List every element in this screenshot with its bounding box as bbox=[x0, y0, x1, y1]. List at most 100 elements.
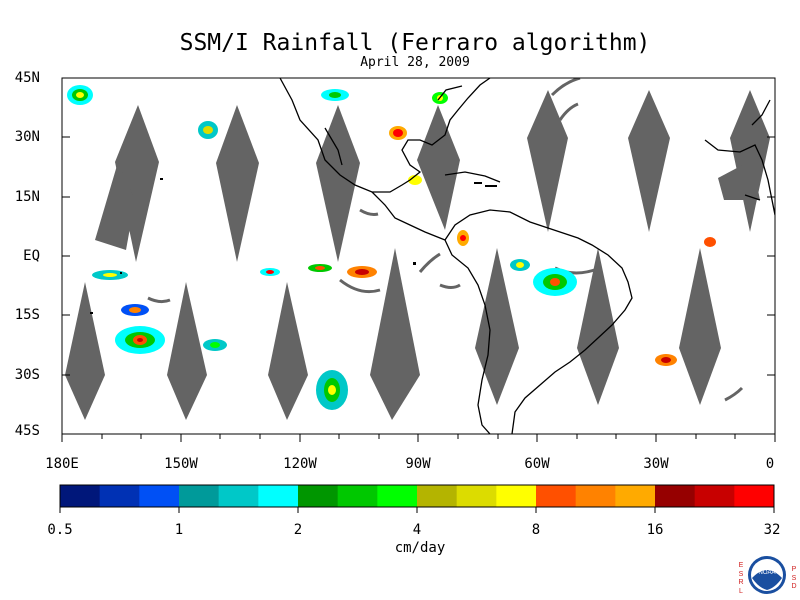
colorbar-label: 0.5 bbox=[47, 522, 73, 538]
colorbar-swatch bbox=[734, 485, 775, 507]
swath-gap bbox=[370, 248, 420, 420]
rain-patch bbox=[92, 270, 128, 280]
lat-label-30n: 30N bbox=[14, 129, 40, 145]
swath-gap bbox=[65, 282, 105, 420]
coastline bbox=[751, 99, 771, 126]
colorbar-swatch bbox=[575, 485, 616, 507]
logo-letter: D bbox=[791, 583, 797, 590]
rain-patch bbox=[198, 121, 218, 139]
islands bbox=[90, 178, 497, 314]
lat-ticks bbox=[62, 77, 775, 435]
colorbar-label: 32 bbox=[763, 522, 781, 538]
swath-edge bbox=[558, 102, 579, 121]
island bbox=[474, 182, 482, 184]
colorbar-swatch bbox=[179, 485, 220, 507]
logo-letter: P bbox=[791, 566, 797, 573]
rain-patch bbox=[408, 175, 422, 185]
rain-patch bbox=[121, 304, 149, 316]
rain-patch bbox=[457, 230, 469, 246]
swath-gap bbox=[268, 282, 308, 420]
coastline bbox=[371, 191, 446, 241]
swath-gap bbox=[628, 90, 670, 232]
island bbox=[413, 262, 416, 265]
colorbar-swatch bbox=[456, 485, 497, 507]
swath-gap bbox=[167, 282, 207, 420]
rain-patch bbox=[316, 370, 348, 410]
swath-edge bbox=[439, 283, 461, 289]
map-date: April 28, 2009 bbox=[360, 55, 470, 70]
colorbar-swatch bbox=[496, 485, 537, 507]
coastline bbox=[444, 209, 633, 434]
rain-patch bbox=[704, 237, 716, 247]
swath-edge bbox=[724, 386, 744, 402]
colorbar-label: 1 bbox=[174, 522, 184, 538]
noaa-logo: NOAA bbox=[748, 556, 786, 594]
lon-ticks bbox=[61, 434, 776, 442]
coastline bbox=[744, 194, 761, 201]
rain-patch bbox=[655, 354, 677, 366]
colorbar-swatch bbox=[615, 485, 656, 507]
logo-left-letters: E S R L bbox=[738, 562, 744, 596]
colorbar-swatch bbox=[99, 485, 140, 507]
colorbar-swatch bbox=[258, 485, 299, 507]
map-title: SSM/I Rainfall (Ferraro algorithm) bbox=[179, 30, 651, 56]
lat-label-45n: 45N bbox=[14, 70, 40, 86]
rain-patch bbox=[203, 339, 227, 351]
logo-text: NOAA bbox=[758, 570, 775, 576]
map-background bbox=[62, 78, 775, 434]
swath-edge bbox=[339, 278, 381, 294]
swath-gap bbox=[95, 162, 135, 250]
swath-gap bbox=[718, 160, 760, 200]
colorbar-swatch bbox=[139, 485, 180, 507]
lon-label-150w: 150W bbox=[164, 456, 198, 472]
rain-patch bbox=[260, 268, 280, 276]
logo-letter: S bbox=[738, 570, 744, 578]
rain-patch bbox=[67, 85, 93, 105]
lon-label-120w: 120W bbox=[283, 456, 317, 472]
coastline bbox=[437, 85, 463, 101]
lon-label-90w: 90W bbox=[405, 456, 431, 472]
swath-gap bbox=[730, 90, 770, 232]
colorbar-label: 4 bbox=[412, 522, 422, 538]
rain-patch bbox=[389, 126, 407, 140]
lat-label-eq: EQ bbox=[23, 248, 40, 264]
swath-gap bbox=[417, 105, 460, 230]
lon-label-30w: 30W bbox=[643, 456, 669, 472]
coastline bbox=[324, 127, 343, 166]
colorbar-swatch bbox=[694, 485, 735, 507]
coastlines bbox=[279, 78, 775, 434]
lon-label-0: 0 bbox=[765, 456, 775, 472]
swath-gap bbox=[679, 248, 721, 405]
swath-gap bbox=[216, 105, 259, 262]
colorbar bbox=[59, 484, 775, 513]
swath-gap bbox=[577, 248, 619, 405]
logo-letter: R bbox=[738, 579, 744, 586]
rain-patch bbox=[533, 268, 577, 296]
lat-label-15s: 15S bbox=[14, 307, 40, 323]
rain-patch bbox=[308, 264, 332, 272]
swath-gap bbox=[316, 105, 360, 262]
swath-edge bbox=[418, 252, 441, 273]
logo-right-letters: P S D bbox=[791, 566, 797, 592]
colorbar-swatch bbox=[417, 485, 458, 507]
swath-edge bbox=[359, 208, 379, 216]
logo-letter: E bbox=[738, 562, 744, 569]
colorbar-swatch bbox=[60, 485, 101, 507]
rain-patch bbox=[321, 89, 349, 101]
island bbox=[160, 178, 163, 180]
colorbar-label: 16 bbox=[646, 522, 664, 538]
lat-label-30s: 30S bbox=[14, 367, 40, 383]
colorbar-swatch bbox=[377, 485, 418, 507]
logo-letter: S bbox=[791, 574, 797, 582]
coastline bbox=[444, 171, 501, 183]
rain-patches bbox=[67, 85, 716, 410]
no-data-swaths bbox=[65, 90, 770, 420]
swath-gap bbox=[115, 105, 159, 262]
colorbar-units: cm/day bbox=[394, 540, 446, 556]
colorbar-label: 8 bbox=[531, 522, 541, 538]
swath-gap bbox=[527, 90, 568, 232]
swath-edge bbox=[147, 296, 171, 304]
colorbar-swatch bbox=[536, 485, 577, 507]
colorbar-swatch bbox=[655, 485, 696, 507]
coastline bbox=[279, 78, 491, 193]
